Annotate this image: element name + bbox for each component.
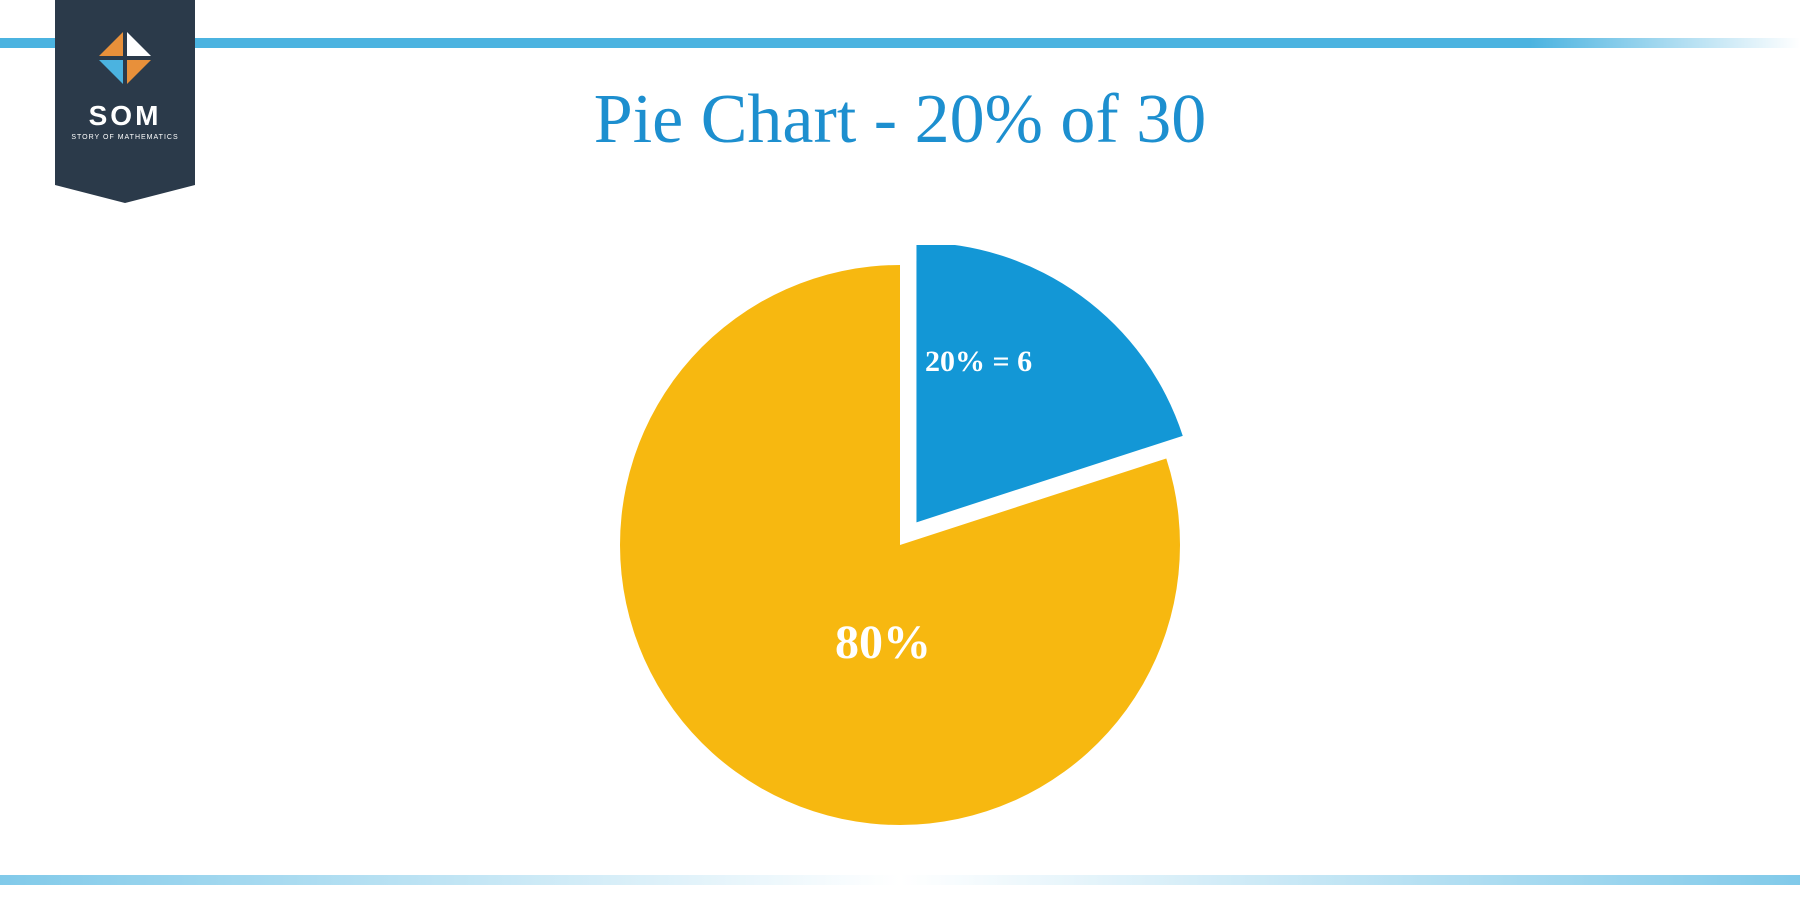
slice-label-80: 80% <box>835 615 931 670</box>
pie-chart: 80% 20% = 6 <box>600 245 1200 845</box>
slice-label-20: 20% = 6 <box>925 345 1032 379</box>
chart-title: Pie Chart - 20% of 30 <box>0 80 1800 160</box>
bottom-accent-bar <box>0 875 1800 885</box>
logo-mark-icon <box>95 28 155 88</box>
top-accent-bar <box>0 38 1800 48</box>
